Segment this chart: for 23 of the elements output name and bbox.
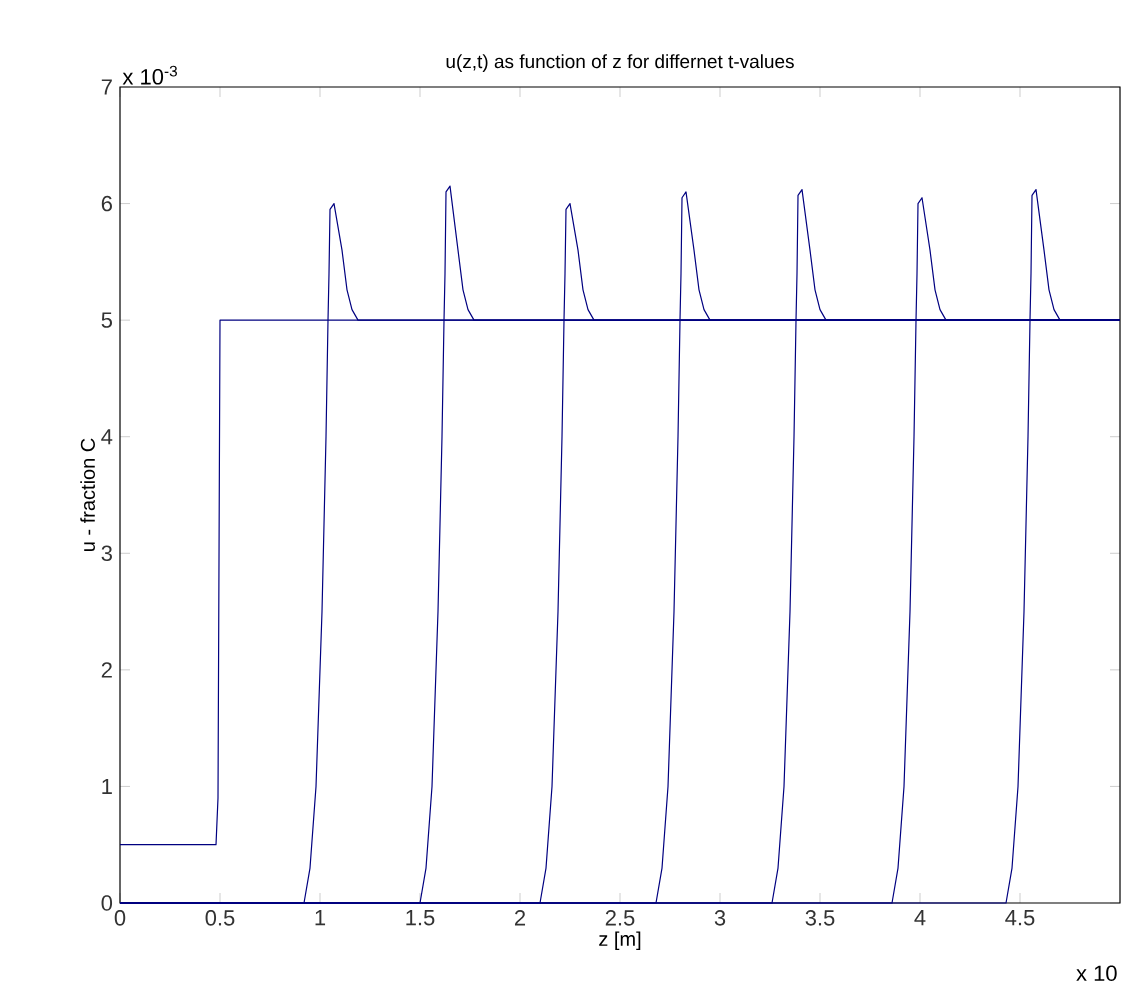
y-tick-label: 5 bbox=[101, 312, 112, 328]
y-axis-title: u - fraction C bbox=[80, 438, 95, 551]
y-tick-label: 3 bbox=[101, 545, 112, 562]
x-tick-label: 0.5 bbox=[205, 910, 235, 926]
text: x 10 bbox=[1076, 965, 1117, 981]
text: x 10$^{-3}$ bbox=[122, 65, 177, 85]
y-tick-label: 0 bbox=[101, 895, 113, 911]
x-tick-label: 3.5 bbox=[805, 910, 835, 926]
y-tick-label: 7 bbox=[101, 79, 112, 95]
chart-title: u(z,t) as function of z for differnet t-values bbox=[446, 54, 794, 72]
y-tick-label: 4 bbox=[101, 429, 113, 445]
x-tick-label: 1.5 bbox=[406, 910, 435, 926]
x-tick-label: 2.5 bbox=[605, 910, 635, 926]
x-tick-label: 3 bbox=[714, 910, 726, 926]
x-axis-title: z [m] bbox=[599, 931, 641, 951]
x-tick-label: 2 bbox=[514, 910, 526, 926]
x-tick-label: 0 bbox=[114, 910, 126, 926]
x-tick-label: 4.5 bbox=[1005, 910, 1035, 926]
y-tick-label: 6 bbox=[101, 195, 112, 212]
y-tick-label: 2 bbox=[101, 662, 112, 678]
x-tick-label: 1 bbox=[315, 910, 326, 926]
x-tick-label: 4 bbox=[914, 910, 926, 926]
y-tick-label: 1 bbox=[102, 778, 112, 794]
